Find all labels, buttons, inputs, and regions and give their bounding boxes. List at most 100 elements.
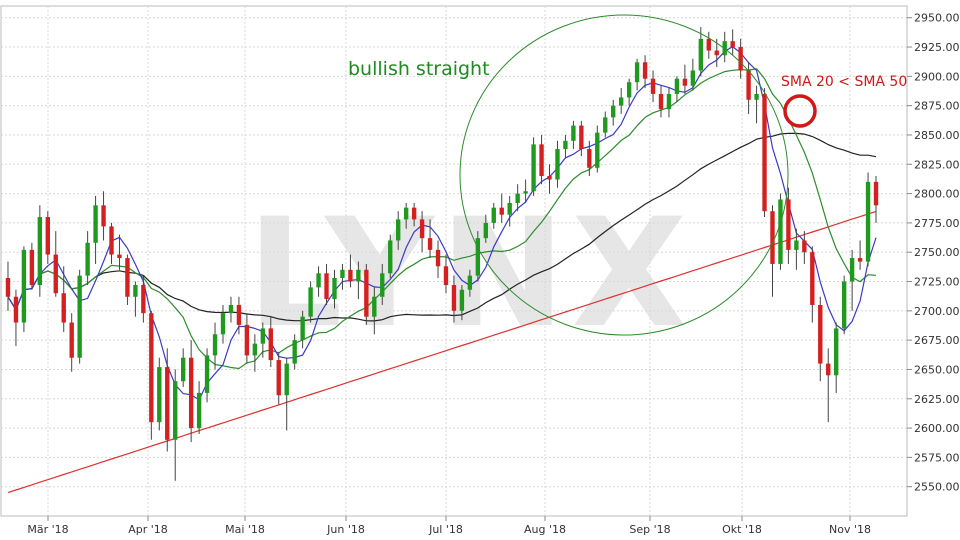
candle-up xyxy=(531,137,536,196)
candle-body xyxy=(53,254,58,294)
candle-up xyxy=(220,304,226,344)
candle-up xyxy=(204,348,210,403)
candle-body xyxy=(571,125,576,141)
y-tick-label: 2925.00 xyxy=(914,41,960,54)
candle-body xyxy=(507,202,512,215)
candle-body xyxy=(324,273,329,300)
candle-body xyxy=(483,222,488,239)
candle-down xyxy=(364,263,369,325)
candle-up xyxy=(865,172,871,267)
candle-down xyxy=(762,88,767,218)
candle-body xyxy=(292,340,297,364)
candle-body xyxy=(754,93,759,100)
crossover-marker-circle xyxy=(783,94,817,128)
y-tick-label: 2825.00 xyxy=(914,158,960,171)
candle-down xyxy=(435,240,441,278)
candle-up xyxy=(475,231,481,282)
candle-body xyxy=(300,316,305,341)
candle-down xyxy=(650,70,656,103)
trend-label: bullish straight xyxy=(348,58,490,80)
sma50-line xyxy=(7,68,877,370)
candle-body xyxy=(165,367,170,440)
candle-up xyxy=(794,228,799,270)
candle-down xyxy=(13,289,19,346)
annotations: bullish straight SMA 20 < SMA 50 xyxy=(348,14,907,336)
candle-body xyxy=(698,38,704,71)
candle-down xyxy=(69,313,74,372)
candle-down xyxy=(45,211,50,264)
candle-body xyxy=(451,285,457,311)
candle-body xyxy=(356,269,361,282)
candle-down xyxy=(165,348,170,452)
y-tick-label: 2650.00 xyxy=(914,363,960,376)
candle-down xyxy=(802,231,807,264)
candle-body xyxy=(284,363,289,396)
candle-down xyxy=(443,254,449,294)
candle-down xyxy=(276,351,281,405)
candle-up xyxy=(21,246,27,332)
candle-body xyxy=(826,363,831,376)
trend-highlight-circle xyxy=(459,14,789,336)
y-tick-label: 2875.00 xyxy=(914,100,960,113)
candle-body xyxy=(396,219,401,241)
candle-body xyxy=(204,355,210,393)
candle-body xyxy=(762,93,767,212)
candle-body xyxy=(650,78,656,94)
candle-down xyxy=(499,193,504,223)
candle-body xyxy=(459,289,465,311)
candle-up xyxy=(157,357,162,431)
candle-body xyxy=(443,266,449,286)
y-tick-label: 2725.00 xyxy=(914,276,960,289)
candle-body xyxy=(220,313,226,335)
candle-up xyxy=(849,249,855,311)
candle-body xyxy=(268,328,273,361)
candle-body xyxy=(475,238,481,276)
candlesticks xyxy=(5,27,879,481)
candle-body xyxy=(388,240,393,274)
candle-up xyxy=(603,111,608,138)
candle-down xyxy=(348,254,353,288)
candle-down xyxy=(188,340,194,443)
candle-body xyxy=(706,38,711,51)
moving-averages xyxy=(7,45,877,494)
candle-body xyxy=(849,258,855,282)
candle-down xyxy=(451,275,457,323)
candle-body xyxy=(196,392,202,429)
candle-down xyxy=(547,164,552,194)
candle-up xyxy=(173,369,178,481)
candle-up xyxy=(180,348,186,388)
candle-body xyxy=(308,287,313,317)
candle-body xyxy=(316,273,321,288)
candle-body xyxy=(786,199,791,250)
candle-up xyxy=(467,269,473,297)
candle-body xyxy=(260,328,266,344)
x-tick-label: Aug '18 xyxy=(524,523,566,536)
candle-body xyxy=(85,242,90,276)
candle-up xyxy=(523,179,528,203)
x-tick-label: Okt '18 xyxy=(722,523,762,536)
candle-up xyxy=(37,205,43,297)
y-tick-label: 2575.00 xyxy=(914,451,960,464)
candle-body xyxy=(45,217,50,255)
candle-body xyxy=(579,125,584,150)
candle-up xyxy=(626,78,632,106)
x-tick-label: Jul '18 xyxy=(428,523,463,536)
candle-body xyxy=(348,269,353,282)
candle-body xyxy=(611,105,616,118)
candle-up xyxy=(666,88,672,118)
candle-up xyxy=(85,231,90,286)
candle-up xyxy=(698,27,704,77)
candle-body xyxy=(109,226,114,255)
candle-down xyxy=(786,187,791,264)
candle-down xyxy=(5,261,11,311)
candle-up xyxy=(507,195,512,227)
candle-up xyxy=(228,296,234,323)
candle-body xyxy=(802,240,807,253)
candle-body xyxy=(236,304,242,325)
candle-up xyxy=(332,269,337,309)
candle-down xyxy=(411,202,417,227)
candle-up xyxy=(340,263,345,290)
candle-body xyxy=(173,381,178,440)
candle-down xyxy=(579,120,584,157)
